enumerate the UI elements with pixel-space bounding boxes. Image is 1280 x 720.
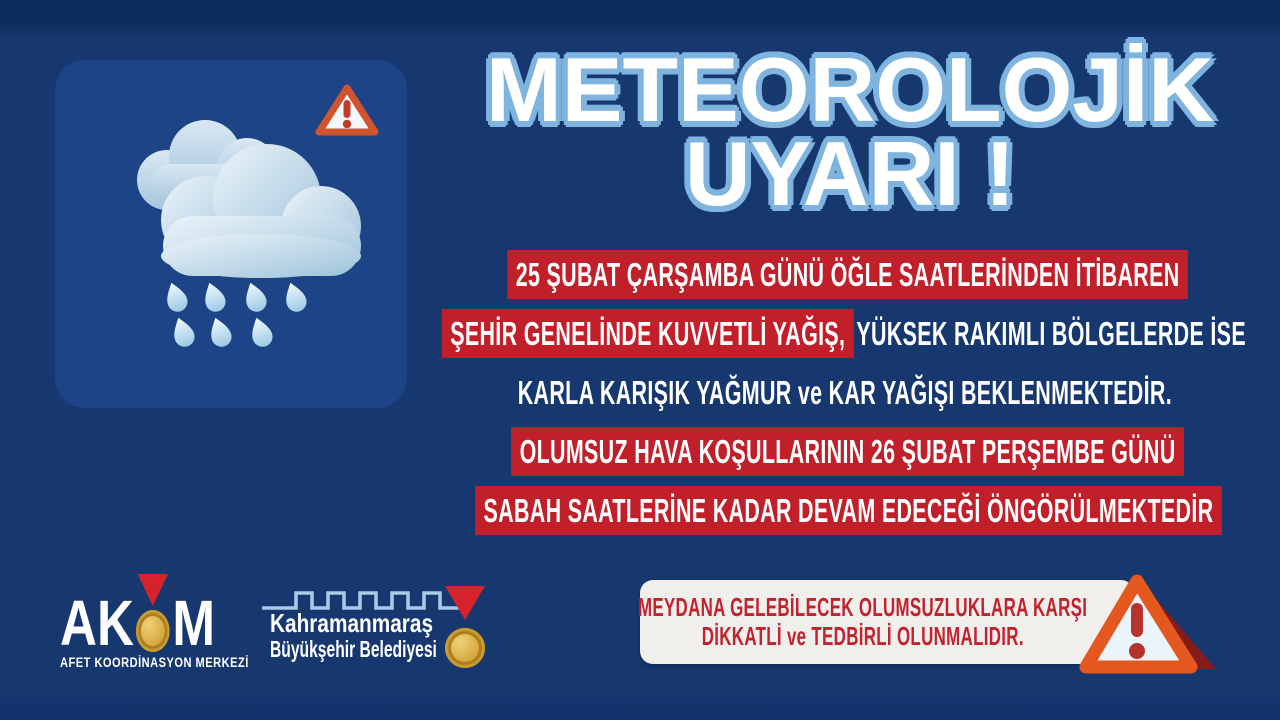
warning-line: SABAH SAATLERİNE KADAR DEVAM EDECEĞİ ÖNG… <box>274 486 1280 540</box>
akom-letters-prefix: AK <box>60 587 134 659</box>
municipality-logo: Kahramanmaraş Büyükşehir Belediyesi <box>262 584 497 679</box>
municipality-name: Kahramanmaraş Büyükşehir Belediyesi <box>270 608 515 662</box>
akom-letters-suffix: M <box>172 587 215 659</box>
rain-drops <box>167 282 307 347</box>
rain-cloud-icon <box>137 84 379 347</box>
castle-wall-line-icon <box>262 591 462 610</box>
warning-line: KARLA KARIŞIK YAĞMUR ve KAR YAĞIŞI BEKLE… <box>336 370 1280 422</box>
ribbon-triangle-icon <box>445 586 485 620</box>
warning-line-text: SABAH SAATLERİNE KADAR DEVAM EDECEĞİ ÖNG… <box>474 486 1222 535</box>
warning-line-text: YÜKSEK RAKIMLI BÖLGELERDE İSE <box>856 315 1246 352</box>
warning-line-text: 25 ŞUBAT ÇARŞAMBA GÜNÜ ÖĞLE SAATLERİNDEN… <box>507 250 1189 299</box>
gold-coin-icon <box>445 628 485 668</box>
weather-panel <box>55 60 407 408</box>
front-cloud <box>161 144 361 278</box>
medal-icon <box>443 586 487 668</box>
akom-subtitle: AFET KOORDİNASYON MERKEZİ <box>60 655 249 670</box>
municipality-name-line1: Kahramanmaraş <box>270 608 434 638</box>
warning-line: ŞEHİR GENELİNDE KUVVETLİ YAĞIŞ, YÜKSEK RA… <box>223 309 1280 363</box>
title-line-1: METEOROLOJİK <box>485 40 1215 141</box>
warning-line-text: OLUMSUZ HAVA KOŞULLARININ 26 ŞUBAT PERŞE… <box>511 427 1185 476</box>
warning-line: OLUMSUZ HAVA KOŞULLARININ 26 ŞUBAT PERŞE… <box>330 427 1280 481</box>
notice-box: MEYDANA GELEBİLECEK OLUMSUZLUKLARA KARŞI… <box>638 580 1134 664</box>
municipality-name-line2: Büyükşehir Belediyesi <box>270 636 437 662</box>
akom-logo: AK M AFET KOORDİNASYON MERKEZİ <box>60 570 260 670</box>
warning-triangle-icon <box>1079 574 1216 674</box>
notice-line-1: MEYDANA GELEBİLECEK OLUMSUZLUKLARA KARŞI <box>638 592 1088 622</box>
akom-wordmark: AK M <box>60 570 220 659</box>
gold-coin-icon <box>136 610 170 652</box>
warning-line-text: KARLA KARIŞIK YAĞMUR ve KAR YAĞIŞI BEKLE… <box>517 374 1173 411</box>
ribbon-triangle-icon <box>137 574 169 606</box>
warning-triangle-icon <box>315 84 379 136</box>
warning-line-text-highlight: ŞEHİR GENELİNDE KUVVETLİ YAĞIŞ, <box>441 309 854 358</box>
warning-line: 25 ŞUBAT ÇARŞAMBA GÜNÜ ÖĞLE SAATLERİNDEN… <box>324 250 1280 304</box>
page-title: METEOROLOJİK UYARI ! <box>430 40 1270 225</box>
title-line-2: UYARI ! <box>684 124 1016 225</box>
medal-icon <box>136 574 171 652</box>
warning-text-block: 25 ŞUBAT ÇARŞAMBA GÜNÜ ÖĞLE SAATLERİNDEN… <box>427 250 1269 540</box>
notice-line-2: DİKKATLİ ve TEDBİRLİ OLUNMALIDIR. <box>701 621 1025 651</box>
